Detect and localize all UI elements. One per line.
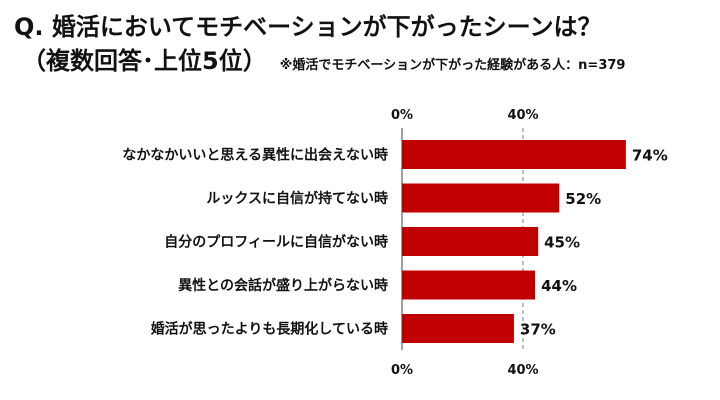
value-label: 45% [544, 234, 580, 252]
bar [402, 183, 560, 213]
category-label: なかなかいいと思える異性に出会えない時 [122, 147, 388, 164]
value-label: 52% [565, 190, 601, 208]
top-tick-label: 40% [507, 108, 538, 123]
bar [402, 227, 539, 256]
value-label: 74% [632, 147, 668, 165]
bar [402, 140, 626, 169]
chart-title: Q. 婚活においてモチベーションが下がったシーンは？ [14, 13, 602, 41]
category-label: ルックスに自信が持てない時 [206, 190, 388, 207]
top-tick-label: 0% [391, 108, 413, 123]
sample-note: ※婚活でモチベーションが下がった経験がある人：n=379 [279, 58, 626, 73]
category-label: 自分のプロフィールに自信がない時 [164, 234, 388, 251]
bar [402, 270, 536, 300]
category-label: 異性との会話が盛り上がらない時 [178, 277, 388, 294]
subtitle-line: （複数回答･上位5位） ※婚活でモチベーションが下がった経験がある人：n=379 [22, 44, 625, 83]
bottom-tick-label: 40% [507, 363, 538, 378]
bottom-tick-label: 0% [391, 363, 413, 378]
chart-subtitle: （複数回答･上位5位） [22, 47, 267, 75]
value-label: 44% [541, 277, 577, 295]
category-label: 婚活が思ったよりも長期化している時 [151, 321, 388, 338]
bar [402, 314, 514, 343]
value-label: 37% [520, 321, 556, 339]
